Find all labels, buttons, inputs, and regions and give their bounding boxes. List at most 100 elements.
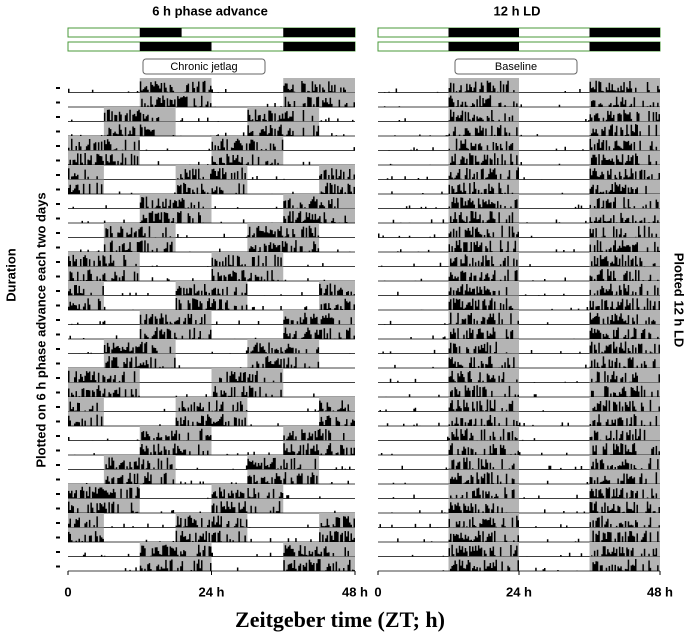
activity (68, 385, 315, 397)
activity (389, 370, 660, 383)
activity (68, 254, 324, 267)
dark-shade (103, 121, 176, 136)
dark-shade (68, 527, 104, 542)
activity (380, 254, 656, 267)
dark-shade (283, 92, 355, 107)
activity (383, 80, 660, 93)
activity (391, 501, 660, 513)
activity (379, 399, 660, 412)
dark-shade (448, 353, 519, 368)
dark-shade (589, 353, 660, 368)
dark-shade (448, 440, 519, 455)
x-tick-label: 0 (64, 584, 71, 599)
dark-shade (589, 92, 660, 107)
activity (405, 197, 660, 209)
activity (442, 559, 659, 571)
activity (105, 457, 351, 470)
activity (394, 124, 658, 136)
activity (141, 95, 355, 107)
ld-dark (139, 28, 182, 37)
activity (385, 385, 659, 397)
activity (124, 559, 355, 571)
activity (68, 530, 355, 542)
activity (71, 109, 354, 122)
activity (388, 138, 658, 151)
dark-shade (589, 426, 660, 441)
ld-dark (448, 42, 519, 51)
activity (380, 443, 660, 455)
activity (105, 356, 320, 368)
activity (382, 341, 660, 354)
activity (68, 370, 282, 383)
activity (71, 124, 345, 136)
dark-shade (175, 397, 248, 412)
activity (68, 414, 355, 426)
dark-shade (589, 440, 660, 455)
dark-shade (448, 411, 519, 426)
x-tick-label: 24 h (198, 584, 224, 599)
x-axis-label: Zeitgeber time (ZT; h) (235, 607, 445, 632)
activity (410, 327, 659, 339)
activity (85, 472, 350, 484)
dark-shade (589, 208, 660, 223)
condition-label: Baseline (495, 61, 537, 73)
dark-shade (68, 498, 140, 513)
activity (103, 225, 320, 238)
activity (68, 298, 355, 310)
x-tick-label: 0 (374, 584, 381, 599)
ld-dark (589, 28, 660, 37)
activity (68, 182, 355, 194)
dark-shade (589, 237, 660, 252)
dark-shade (139, 440, 212, 455)
activity (379, 515, 660, 528)
ld-dark (283, 28, 355, 37)
activity (77, 544, 349, 557)
dark-shade (211, 382, 284, 397)
dark-shade (247, 121, 320, 136)
activity (389, 153, 658, 165)
activity (447, 428, 646, 441)
dark-shade (211, 150, 284, 165)
activity (378, 225, 658, 238)
dark-shade (68, 411, 104, 426)
activity (420, 298, 660, 310)
activity (69, 269, 326, 281)
condition-label: Chronic jetlag (170, 61, 237, 73)
activity (80, 240, 351, 252)
ld-dark (589, 42, 660, 51)
activity (398, 109, 660, 122)
condition-box (142, 58, 266, 75)
dark-shade (247, 339, 320, 354)
dark-shade (175, 527, 248, 542)
y-axis-label: Plotted 12 h LD (672, 253, 687, 348)
y-axis-label: Duration (3, 248, 18, 302)
x-tick-label: 48 h (647, 584, 673, 599)
dark-shade (589, 295, 660, 310)
dark-shade (68, 165, 104, 180)
ld-dark (139, 42, 212, 51)
activity (383, 269, 659, 281)
activity (74, 443, 355, 455)
activity (68, 515, 355, 528)
dark-shade (175, 281, 248, 296)
dark-shade (68, 281, 104, 296)
activity (386, 167, 660, 180)
dark-shade (283, 310, 355, 325)
dark-shade (448, 136, 519, 151)
activity (392, 211, 659, 223)
activity (69, 327, 355, 339)
activity (68, 167, 355, 180)
activity (71, 312, 352, 325)
activity (386, 414, 658, 426)
activity (68, 486, 321, 499)
activity (68, 283, 355, 296)
activity (397, 283, 660, 296)
y-axis-label: Plotted on 6 h phase advance each two da… (33, 192, 48, 467)
dark-shade (448, 469, 519, 484)
dark-shade (103, 353, 176, 368)
condition-box (454, 58, 578, 75)
activity (391, 182, 647, 194)
dark-shade (319, 397, 355, 412)
dark-shade (589, 223, 660, 238)
